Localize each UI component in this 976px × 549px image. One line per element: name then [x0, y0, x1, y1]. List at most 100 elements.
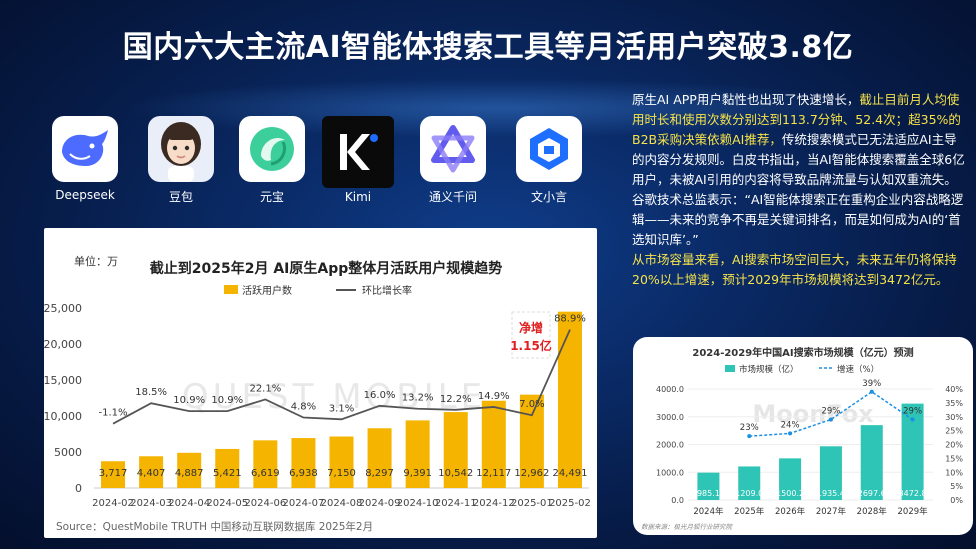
growth-point — [747, 434, 752, 439]
growth-rate-label: 23% — [740, 423, 759, 433]
growth-point — [869, 389, 874, 394]
bar-value-label: 2697.6 — [858, 489, 886, 498]
y-tick-label-right: 10% — [945, 468, 963, 477]
callout-box — [511, 311, 551, 359]
x-tick-label: 2026年 — [775, 506, 806, 517]
growth-rate-label: 18.5% — [135, 387, 167, 398]
bar — [557, 311, 582, 488]
app-label: 文小言 — [530, 190, 567, 204]
x-tick-label: 2024-06 — [244, 498, 286, 509]
app-deepseek[interactable]: Deepseek — [45, 116, 125, 202]
y-tick-label-left: 1000.0 — [656, 468, 684, 477]
x-tick-label: 2024-09 — [359, 498, 401, 509]
growth-rate-label: 13.2% — [402, 393, 434, 404]
x-tick-label: 2027年 — [816, 506, 847, 517]
bar — [738, 466, 761, 500]
x-tick-label: 2024-11 — [435, 498, 477, 509]
y-tick-label-left: 3000.0 — [656, 413, 684, 422]
growth-rate-label: 12.2% — [440, 394, 472, 405]
x-tick-label: 2024-10 — [397, 498, 439, 509]
app-label: Deepseek — [55, 188, 115, 202]
x-tick-label: 2024-02 — [92, 498, 134, 509]
bar-value-label: 4,887 — [175, 468, 204, 479]
app-icon-row: Deepseek 豆包 元宝 — [0, 116, 620, 216]
growth-rate-label: 22.1% — [249, 383, 281, 394]
text-market-outlook: 从市场容量来看，AI搜索市场空间巨大，未来五年仍将保持20%以上增速，预计202… — [632, 252, 957, 287]
market-forecast-chart: 2024-2029年中国AI搜索市场规模（亿元）预测 市场规模（亿） 增速（%）… — [633, 337, 973, 535]
bar-value-label: 1935.4 — [817, 489, 845, 498]
growth-rate-label: 4.8% — [291, 402, 316, 413]
callout-line2: 1.15亿 — [510, 338, 552, 353]
mau-trend-chart: 单位：万 截止到2025年2月 AI原生App整体月活跃用户规模趋势 活跃用户数… — [44, 228, 597, 538]
doubao-avatar-icon — [148, 116, 214, 182]
bar-value-label: 3,717 — [99, 468, 128, 479]
x-tick-label: 2025年 — [734, 506, 765, 517]
y-tick-label-right: 5% — [950, 482, 963, 491]
y-tick-label-right: 0% — [950, 496, 963, 505]
bar-value-label: 12,117 — [476, 468, 511, 479]
y-tick-label: 25,000 — [44, 302, 82, 315]
text-intro: 原生AI APP用户黏性也出现了快速增长， — [632, 92, 860, 107]
growth-rate-label: 16.0% — [364, 390, 396, 401]
x-tick-label: 2024-12 — [473, 498, 515, 509]
wenxiaoyan-icon — [516, 116, 582, 182]
y-tick-label-right: 15% — [945, 454, 963, 463]
x-tick-label: 2024-04 — [168, 498, 210, 509]
tongyi-icon — [420, 116, 486, 182]
growth-rate-label: 29% — [821, 407, 840, 417]
y-tick-label: 10,000 — [44, 410, 82, 423]
growth-rate-label: 10.9% — [211, 395, 243, 406]
bar-value-label: 985.1 — [697, 489, 720, 498]
growth-rate-label: 10.9% — [173, 395, 205, 406]
source-note: 数据来源：极光月狐行业研究院 — [641, 523, 734, 531]
x-tick-label: 2024年 — [693, 506, 724, 517]
market-forecast-svg: 2024-2029年中国AI搜索市场规模（亿元）预测 市场规模（亿） 增速（%）… — [641, 346, 963, 531]
growth-point — [910, 417, 915, 422]
app-label: 通义千问 — [428, 190, 477, 204]
bar — [291, 438, 316, 488]
description-text: 原生AI APP用户黏性也出现了快速增长，截止目前月人均使用时长和使用次数分别达… — [632, 90, 968, 290]
app-kimi[interactable]: Kimi — [318, 116, 398, 204]
bar-value-label: 6,938 — [289, 468, 318, 479]
app-wenxiaoyan[interactable]: 文小言 — [509, 116, 589, 205]
net-increase-callout: 净增 1.15亿 — [510, 311, 552, 359]
x-tick-label: 2024-03 — [130, 498, 172, 509]
callout-line1: 净增 — [519, 320, 543, 335]
bar-value-label: 10,542 — [438, 468, 473, 479]
y-tick-label: 0 — [75, 482, 82, 495]
bar — [101, 461, 126, 488]
bar-value-label: 7,150 — [327, 468, 356, 479]
legend-line-label: 环比增长率 — [362, 284, 412, 297]
bar — [177, 452, 202, 488]
y-tick-label-left: 4000.0 — [656, 385, 684, 394]
unit-label: 单位：万 — [74, 254, 118, 268]
y-tick-label: 20,000 — [44, 338, 82, 351]
deepseek-whale-icon — [52, 116, 118, 182]
bar — [819, 446, 842, 500]
app-doubao[interactable]: 豆包 — [141, 116, 221, 205]
app-yuanbao[interactable]: 元宝 — [232, 116, 312, 205]
growth-line — [112, 329, 571, 425]
growth-rate-label: -1.1% — [99, 408, 128, 419]
bar — [901, 403, 924, 500]
kimi-icon — [322, 116, 394, 188]
growth-point — [788, 431, 793, 436]
growth-rate-label: 24% — [781, 420, 800, 430]
x-tick-label: 2029年 — [898, 506, 929, 517]
bar — [367, 428, 392, 488]
bar-value-label: 1209.0 — [735, 489, 763, 498]
bar-value-label: 8,297 — [365, 468, 394, 479]
legend-bar-swatch — [725, 365, 735, 372]
y-tick-label-right: 30% — [945, 413, 963, 422]
growth-line — [749, 390, 914, 437]
bar-value-label: 6,619 — [251, 468, 280, 479]
y-tick-label-right: 20% — [945, 441, 963, 450]
bar — [139, 456, 164, 488]
app-tongyi[interactable]: 通义千问 — [413, 116, 493, 205]
y-tick-label: 5000 — [54, 446, 82, 459]
chart-title: 截止到2025年2月 AI原生App整体月活跃用户规模趋势 — [150, 260, 503, 277]
x-tick-label: 2024-08 — [321, 498, 363, 509]
bar — [405, 420, 430, 488]
app-label: 豆包 — [168, 190, 193, 204]
growth-rate-label: 29% — [903, 407, 922, 417]
